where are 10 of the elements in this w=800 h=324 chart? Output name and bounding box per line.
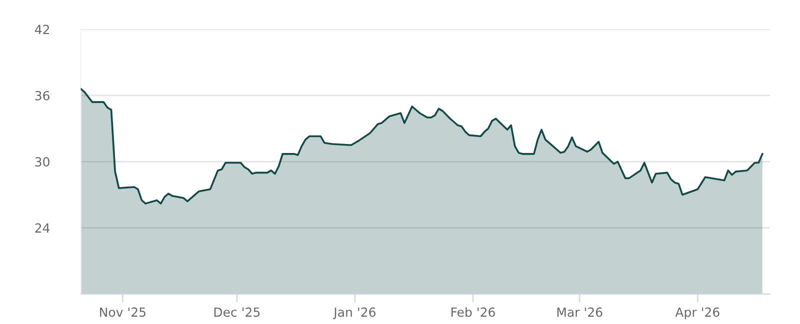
y-tick-label: 36 [35, 90, 50, 100]
x-tick-label: Dec '25 [214, 307, 260, 317]
x-tick-label: Mar '26 [557, 307, 602, 317]
y-tick-label: 24 [35, 223, 50, 233]
y-tick-label: 42 [34, 24, 49, 34]
x-tick-label: Nov '25 [100, 307, 146, 317]
x-tick-label: Jan '26 [333, 307, 376, 320]
x-tick-label: Apr '26 [675, 307, 720, 320]
x-tick-label: Feb '26 [452, 307, 495, 317]
y-tick-label: 30 [35, 157, 50, 167]
